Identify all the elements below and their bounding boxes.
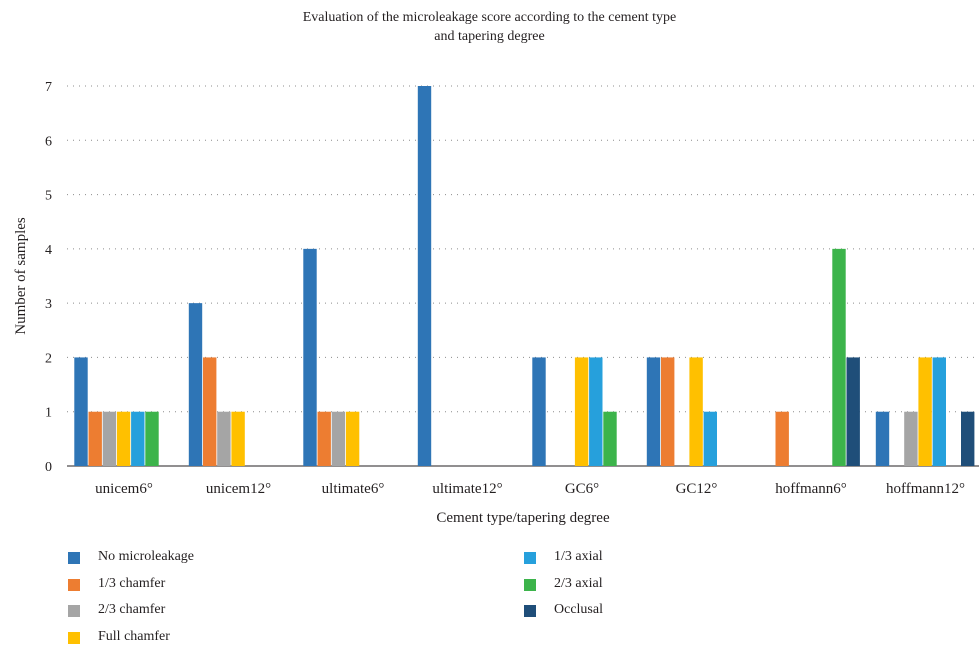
legend-label: Occlusal xyxy=(554,602,603,618)
legend-swatch xyxy=(68,632,80,645)
y-tick-label: 2 xyxy=(45,351,52,366)
y-tick-label: 3 xyxy=(45,297,52,312)
bar xyxy=(532,357,546,466)
legend-swatch xyxy=(524,578,536,591)
bar xyxy=(203,357,217,466)
legend-swatch xyxy=(68,552,80,564)
bar xyxy=(875,411,890,466)
bar xyxy=(689,357,703,466)
bar xyxy=(88,411,102,466)
bar xyxy=(703,411,717,466)
bar xyxy=(904,411,918,466)
bar xyxy=(846,357,860,466)
bar xyxy=(417,86,432,466)
legend-label: No microleakage xyxy=(98,549,195,564)
chart-title-line-2: and tapering degree xyxy=(434,29,545,44)
x-tick-label: unicem12° xyxy=(206,481,271,497)
bar xyxy=(589,357,603,466)
bar xyxy=(961,411,975,466)
y-tick-label: 7 xyxy=(45,80,52,95)
y-axis-title: Number of samples xyxy=(13,217,29,335)
x-tick-label: GC12° xyxy=(676,481,718,497)
bar xyxy=(345,411,360,466)
bar xyxy=(303,248,317,466)
y-tick-label: 4 xyxy=(45,243,52,258)
bar xyxy=(231,411,245,466)
legend-label: Full chamfer xyxy=(98,629,170,645)
bar xyxy=(188,303,203,466)
y-tick-label: 1 xyxy=(45,406,52,421)
bar xyxy=(661,357,675,466)
bar xyxy=(145,411,159,466)
x-tick-label: ultimate6° xyxy=(322,481,385,497)
y-tick-label: 5 xyxy=(45,189,52,204)
legend-label: 2/3 axial xyxy=(554,575,603,591)
bar xyxy=(832,248,846,466)
x-tick-label: GC6° xyxy=(565,481,599,497)
legend-swatch xyxy=(68,578,80,591)
bar xyxy=(317,411,331,466)
bar xyxy=(646,357,661,466)
x-tick-label: hoffmann6° xyxy=(775,481,847,497)
bar xyxy=(331,411,346,466)
x-tick-label: unicem6° xyxy=(95,481,153,497)
bar xyxy=(74,357,88,466)
bar xyxy=(102,411,117,466)
bar xyxy=(603,411,617,466)
x-tick-label: hoffmann12° xyxy=(886,481,965,497)
legend-swatch xyxy=(524,552,536,564)
legend-label: 1/3 axial xyxy=(554,549,603,564)
bar xyxy=(918,357,932,466)
bar xyxy=(116,411,131,466)
x-axis-title: Cement type/tapering degree xyxy=(436,510,610,526)
bar xyxy=(775,411,789,466)
bar xyxy=(217,411,231,466)
legend-swatch xyxy=(524,605,536,618)
legend-label: 2/3 chamfer xyxy=(98,602,166,618)
bar xyxy=(932,357,946,466)
chart-title-line-1: Evaluation of the microleakage score acc… xyxy=(302,10,677,25)
x-tick-label: ultimate12° xyxy=(432,481,502,497)
bar xyxy=(131,411,145,466)
legend-swatch xyxy=(68,605,80,618)
legend-label: 1/3 chamfer xyxy=(98,575,166,591)
y-tick-label: 0 xyxy=(45,460,52,475)
y-tick-label: 6 xyxy=(45,134,52,149)
bar xyxy=(574,357,589,466)
